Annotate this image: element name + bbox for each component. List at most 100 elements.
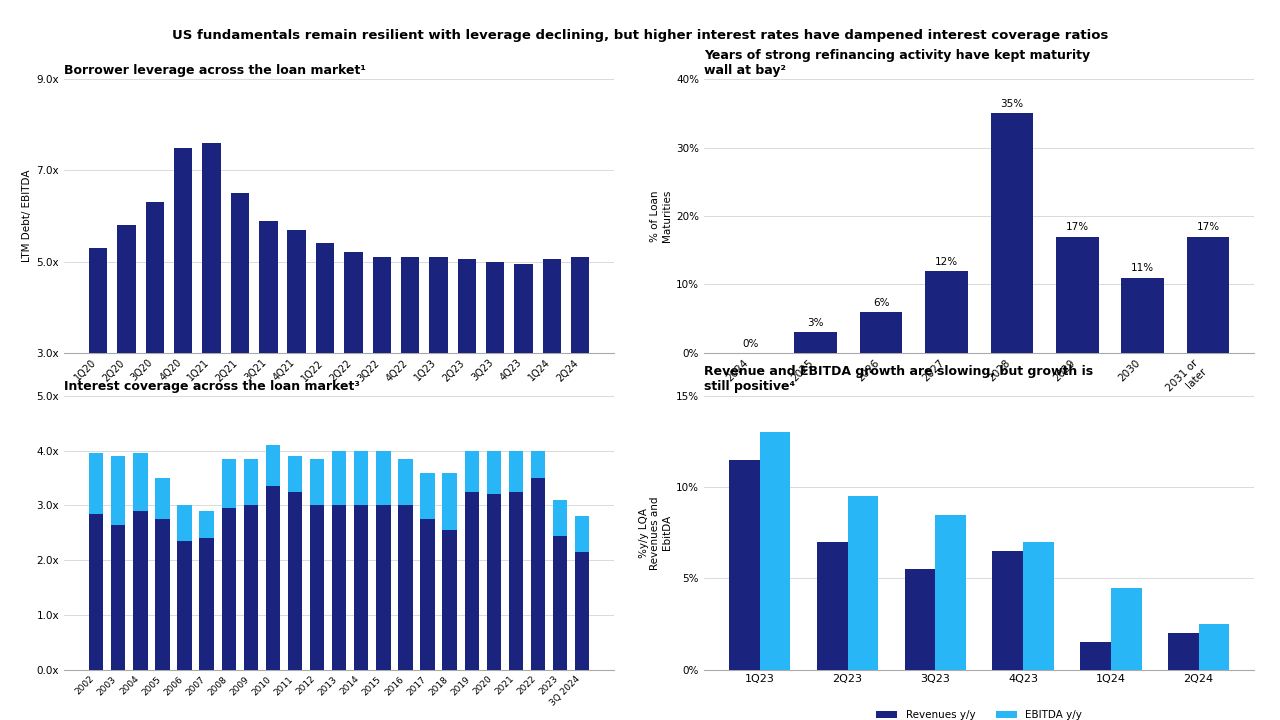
Bar [310, 459, 324, 505]
Bar [860, 312, 902, 353]
Bar [1121, 277, 1164, 353]
Bar [486, 451, 500, 495]
Bar [90, 248, 108, 490]
Bar [531, 478, 545, 670]
Bar [1080, 642, 1111, 670]
Bar [515, 264, 532, 490]
Bar [243, 459, 259, 505]
Bar [795, 333, 837, 353]
Bar [155, 519, 170, 670]
Bar [111, 525, 125, 670]
Bar [118, 225, 136, 490]
Bar [332, 451, 347, 505]
Bar [936, 515, 966, 670]
Bar [90, 513, 104, 670]
Bar [571, 257, 589, 490]
Bar [174, 148, 192, 490]
Y-axis label: %y/y LQA
Revenues and
EbitDA: %y/y LQA Revenues and EbitDA [639, 496, 672, 570]
Bar [133, 511, 147, 670]
Bar [486, 495, 500, 670]
Bar [543, 259, 561, 490]
Bar [486, 261, 504, 490]
Bar [376, 505, 390, 670]
Text: US fundamentals remain resilient with leverage declining, but higher interest ra: US fundamentals remain resilient with le… [172, 29, 1108, 42]
Bar [420, 472, 435, 519]
Legend: Leverage: Leverage [297, 411, 381, 430]
Bar [1023, 542, 1053, 670]
Bar [243, 505, 259, 670]
Bar [817, 542, 847, 670]
Text: 0%: 0% [742, 338, 759, 348]
Bar [992, 551, 1023, 670]
Bar [531, 451, 545, 478]
Text: 3%: 3% [808, 318, 824, 328]
Bar [133, 454, 147, 511]
Bar [457, 259, 476, 490]
Bar [443, 530, 457, 670]
Bar [200, 511, 214, 539]
Bar [111, 456, 125, 525]
Bar [155, 478, 170, 519]
Legend: Revenues y/y, EBITDA y/y: Revenues y/y, EBITDA y/y [872, 706, 1087, 720]
Bar [355, 451, 369, 505]
Text: 6%: 6% [873, 297, 890, 307]
Bar [991, 113, 1033, 353]
Bar [465, 451, 479, 492]
Bar [90, 454, 104, 513]
Text: Years of strong refinancing activity have kept maturity
wall at bay²: Years of strong refinancing activity hav… [704, 49, 1091, 76]
Bar [288, 230, 306, 490]
Bar [925, 271, 968, 353]
Bar [266, 486, 280, 670]
Bar [1187, 236, 1229, 353]
Bar [420, 519, 435, 670]
Bar [355, 505, 369, 670]
Y-axis label: % of Loan
Maturities: % of Loan Maturities [650, 190, 672, 242]
Bar [730, 460, 760, 670]
Text: 17%: 17% [1066, 222, 1089, 233]
Bar [146, 202, 164, 490]
Bar [1198, 624, 1229, 670]
Bar [401, 257, 420, 490]
Bar [398, 459, 412, 505]
Bar [508, 492, 524, 670]
Bar [200, 539, 214, 670]
Bar [508, 451, 524, 492]
Bar [372, 257, 390, 490]
Bar [332, 505, 347, 670]
Bar [1056, 236, 1098, 353]
Bar [259, 220, 278, 490]
Bar [575, 516, 589, 552]
Bar [178, 541, 192, 670]
Bar [429, 257, 448, 490]
Bar [443, 472, 457, 530]
Bar [221, 459, 236, 508]
Bar [398, 505, 412, 670]
Bar [344, 253, 362, 490]
Text: 12%: 12% [934, 256, 957, 266]
Text: 35%: 35% [1001, 99, 1024, 109]
Bar [553, 536, 567, 670]
Bar [288, 492, 302, 670]
Bar [465, 492, 479, 670]
Text: 11%: 11% [1132, 264, 1155, 274]
Bar [288, 456, 302, 492]
Y-axis label: LTM Debt/ EBITDA: LTM Debt/ EBITDA [22, 170, 32, 262]
Bar [905, 570, 936, 670]
Bar [221, 508, 236, 670]
Bar [230, 193, 250, 490]
Bar [266, 445, 280, 486]
Bar [310, 505, 324, 670]
Bar [202, 143, 221, 490]
Bar [575, 552, 589, 670]
Text: Revenue and EBITDA growth are slowing, but growth is
still positive⁴: Revenue and EBITDA growth are slowing, b… [704, 366, 1093, 393]
Text: Interest coverage across the loan market³: Interest coverage across the loan market… [64, 380, 360, 393]
Bar [553, 500, 567, 536]
Text: Borrower leverage across the loan market¹: Borrower leverage across the loan market… [64, 63, 366, 76]
Bar [316, 243, 334, 490]
Bar [376, 451, 390, 505]
Text: 17%: 17% [1197, 222, 1220, 233]
Bar [178, 505, 192, 541]
Bar [1111, 588, 1142, 670]
Bar [1167, 633, 1198, 670]
Bar [760, 433, 791, 670]
